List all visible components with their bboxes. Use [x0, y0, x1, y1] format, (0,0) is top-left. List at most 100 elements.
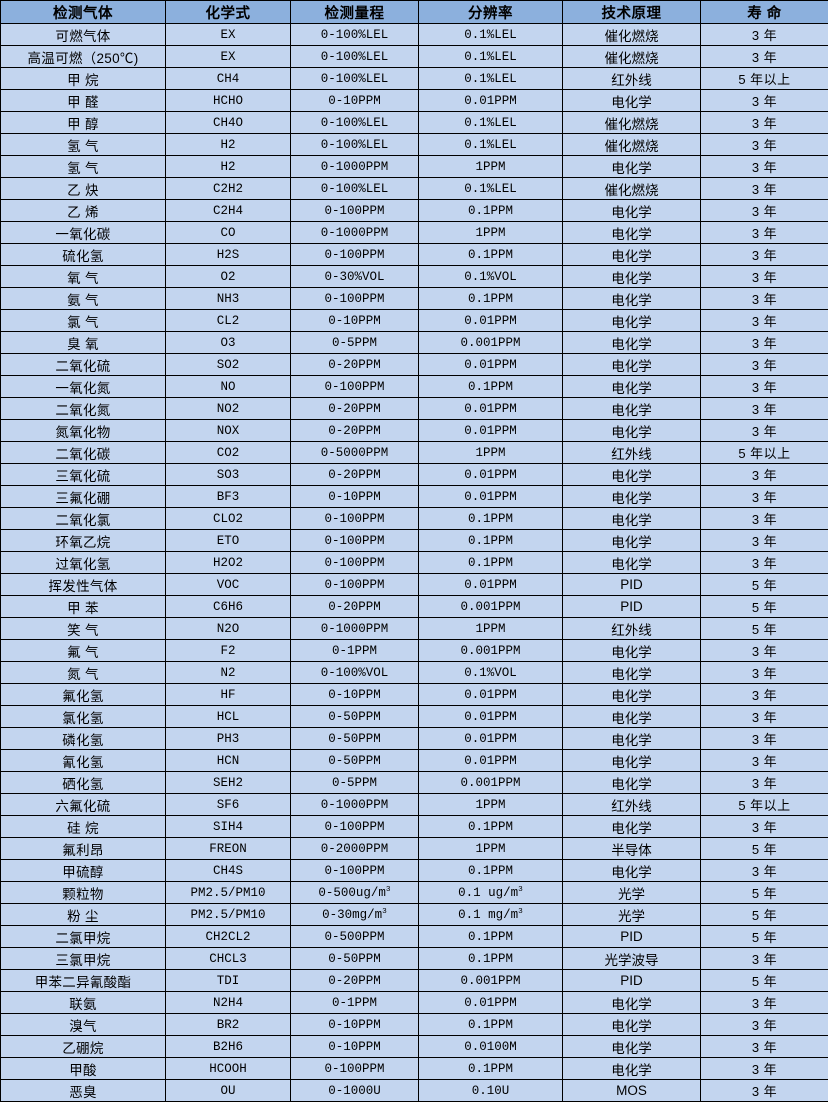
cell-resolution: 0.001PPM	[419, 970, 563, 992]
cell-range: 0-50PPM	[291, 948, 419, 970]
cell-resolution: 0.01PPM	[419, 398, 563, 420]
cell-range: 0-500ug/m3	[291, 882, 419, 904]
cell-principle: 电化学	[563, 772, 701, 794]
cell-principle: 催化燃烧	[563, 46, 701, 68]
cell-life: 3 年	[701, 156, 828, 178]
cell-gas: 环氧乙烷	[1, 530, 166, 552]
cell-life: 3 年	[701, 310, 828, 332]
cell-life: 3 年	[701, 486, 828, 508]
cell-formula: SIH4	[166, 816, 291, 838]
cell-range: 0-20PPM	[291, 464, 419, 486]
cell-gas: 三氧化硫	[1, 464, 166, 486]
cell-life: 3 年	[701, 332, 828, 354]
cell-principle: 光学波导	[563, 948, 701, 970]
cell-range: 0-100PPM	[291, 574, 419, 596]
cell-life: 3 年	[701, 860, 828, 882]
cell-gas: 挥发性气体	[1, 574, 166, 596]
cell-principle: 电化学	[563, 222, 701, 244]
cell-formula: PM2.5/PM10	[166, 904, 291, 926]
table-header-row: 检测气体 化学式 检测量程 分辨率 技术原理 寿 命	[1, 1, 828, 24]
cell-resolution: 1PPM	[419, 222, 563, 244]
cell-life: 3 年	[701, 530, 828, 552]
cell-gas: 粉 尘	[1, 904, 166, 926]
cell-life: 3 年	[701, 420, 828, 442]
cell-principle: 电化学	[563, 684, 701, 706]
cell-range: 0-1000PPM	[291, 222, 419, 244]
cell-gas: 联氨	[1, 992, 166, 1014]
cell-life: 5 年	[701, 574, 828, 596]
cell-range: 0-10PPM	[291, 90, 419, 112]
cell-gas: 二氧化氯	[1, 508, 166, 530]
cell-principle: 红外线	[563, 442, 701, 464]
superscript: 3	[386, 885, 391, 893]
cell-resolution: 0.1PPM	[419, 926, 563, 948]
cell-formula: SF6	[166, 794, 291, 816]
column-header-gas: 检测气体	[1, 1, 166, 24]
cell-principle: 电化学	[563, 530, 701, 552]
cell-life: 3 年	[701, 508, 828, 530]
cell-formula: H2O2	[166, 552, 291, 574]
cell-gas: 乙硼烷	[1, 1036, 166, 1058]
cell-gas: 氨 气	[1, 288, 166, 310]
cell-life: 3 年	[701, 640, 828, 662]
cell-resolution: 0.001PPM	[419, 772, 563, 794]
cell-gas: 二氯甲烷	[1, 926, 166, 948]
cell-life: 3 年	[701, 948, 828, 970]
cell-resolution: 0.1PPM	[419, 1058, 563, 1080]
cell-resolution: 0.01PPM	[419, 750, 563, 772]
cell-range: 0-20PPM	[291, 420, 419, 442]
cell-life: 3 年	[701, 200, 828, 222]
cell-life: 5 年	[701, 882, 828, 904]
cell-range: 0-20PPM	[291, 596, 419, 618]
cell-principle: 电化学	[563, 266, 701, 288]
cell-principle: 红外线	[563, 794, 701, 816]
cell-formula: F2	[166, 640, 291, 662]
column-header-range: 检测量程	[291, 1, 419, 24]
cell-formula: CHCL3	[166, 948, 291, 970]
cell-resolution: 0.01PPM	[419, 90, 563, 112]
cell-resolution: 0.1%LEL	[419, 134, 563, 156]
cell-range: 0-1000PPM	[291, 794, 419, 816]
cell-formula: NO2	[166, 398, 291, 420]
cell-life: 3 年	[701, 90, 828, 112]
cell-formula: NH3	[166, 288, 291, 310]
cell-life: 3 年	[701, 244, 828, 266]
cell-formula: ETO	[166, 530, 291, 552]
cell-range: 0-100PPM	[291, 860, 419, 882]
cell-principle: PID	[563, 596, 701, 618]
cell-resolution: 1PPM	[419, 794, 563, 816]
cell-formula: EX	[166, 46, 291, 68]
cell-formula: H2S	[166, 244, 291, 266]
cell-principle: 电化学	[563, 288, 701, 310]
cell-resolution: 0.01PPM	[419, 420, 563, 442]
cell-range: 0-100%LEL	[291, 46, 419, 68]
cell-formula: EX	[166, 24, 291, 46]
cell-resolution: 0.1PPM	[419, 508, 563, 530]
cell-principle: 电化学	[563, 706, 701, 728]
cell-formula: PH3	[166, 728, 291, 750]
cell-resolution: 0.1PPM	[419, 530, 563, 552]
cell-life: 5 年	[701, 838, 828, 860]
cell-formula: NO	[166, 376, 291, 398]
cell-principle: 电化学	[563, 156, 701, 178]
cell-range: 0-5PPM	[291, 772, 419, 794]
cell-formula: H2	[166, 156, 291, 178]
cell-range: 0-100%VOL	[291, 662, 419, 684]
cell-resolution: 0.1%LEL	[419, 24, 563, 46]
cell-range: 0-100%LEL	[291, 134, 419, 156]
cell-principle: 电化学	[563, 376, 701, 398]
cell-principle: 电化学	[563, 244, 701, 266]
cell-resolution: 0.01PPM	[419, 684, 563, 706]
cell-life: 3 年	[701, 706, 828, 728]
